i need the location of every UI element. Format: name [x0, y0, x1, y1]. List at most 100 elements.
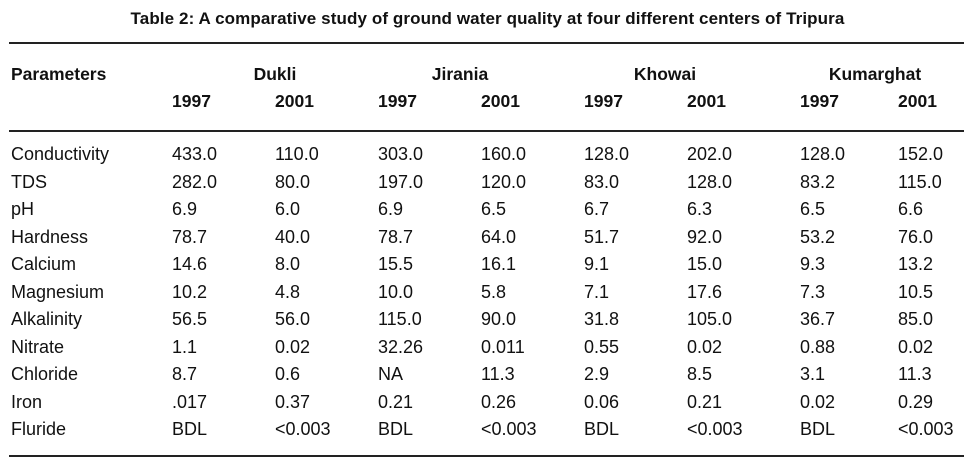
table-cell: 14.6	[172, 254, 208, 274]
table-cell: 0.55	[584, 336, 620, 357]
parameter-name: Alkalinity	[11, 309, 83, 329]
table-cell: 40.0	[275, 226, 311, 247]
table-cell: 115.0	[898, 171, 942, 192]
table-cell: 0.011	[481, 336, 525, 357]
table-cell: 15.0	[687, 254, 723, 274]
year-header: 2001	[275, 91, 314, 111]
table-row: Hardness 78.7 40.0 78.7 64.0 51.7 92.0 53.2 76.0	[0, 227, 975, 254]
parameter-name: Fluride	[11, 419, 67, 439]
table-cell: 56.0	[275, 309, 311, 329]
table-cell: 7.3	[800, 281, 826, 302]
table-cell: 32.26	[378, 336, 424, 357]
table-cell: 92.0	[687, 226, 723, 247]
table-cell: 56.5	[172, 309, 208, 329]
year-header: 2001	[687, 91, 726, 111]
table-cell: BDL	[584, 419, 620, 439]
parameter-name: Iron	[11, 391, 43, 412]
table-cell: 0.21	[687, 391, 723, 412]
table-cell: 1.1	[172, 336, 198, 357]
table-cell: 10.5	[898, 281, 934, 302]
parameter-name: Magnesium	[11, 281, 105, 302]
table-cell: 0.21	[378, 391, 414, 412]
table-cell: 0.37	[275, 391, 311, 412]
table-cell: 7.1	[584, 281, 610, 302]
table-cell: <0.003	[275, 419, 331, 439]
table-cell: 105.0	[687, 309, 733, 329]
bottom-rule	[9, 455, 964, 457]
parameter-name: pH	[11, 199, 35, 219]
table-cell: .017	[172, 391, 208, 412]
table-cell: 115.0	[378, 309, 422, 329]
table-row: Magnesium 10.2 4.8 10.0 5.8 7.1 17.6 7.3 10.5	[0, 282, 975, 309]
table-cell: 282.0	[172, 171, 218, 192]
table-cell: BDL	[800, 419, 836, 439]
center-header-kumarghat: Kumarghat	[828, 64, 922, 84]
year-header: 1997	[378, 91, 417, 111]
table-cell: 15.5	[378, 254, 414, 274]
table-cell: 0.88	[800, 336, 836, 357]
table-cell: <0.003	[898, 419, 954, 439]
year-header: 2001	[481, 91, 520, 111]
table-cell: 0.02	[687, 336, 723, 357]
table-row: Chloride 8.7 0.6 NA 11.3 2.9 8.5 3.1 11.3	[0, 364, 975, 391]
table-cell: 10.0	[378, 281, 414, 302]
table-cell: 197.0	[378, 171, 424, 192]
year-header: 2001	[898, 91, 937, 111]
table-cell: 0.29	[898, 391, 934, 412]
table-cell: 0.02	[898, 336, 934, 357]
table-cell: 8.5	[687, 364, 713, 384]
table-cell: 9.1	[584, 254, 610, 274]
table-cell: 0.26	[481, 391, 517, 412]
table-cell: 8.7	[172, 364, 198, 384]
table-cell: 128.0	[687, 171, 733, 192]
parameters-header: Parameters	[11, 64, 107, 84]
table-cell: 5.8	[481, 281, 507, 302]
center-header-dukli: Dukli	[253, 64, 297, 84]
table-cell: 80.0	[275, 171, 311, 192]
parameter-name: Hardness	[11, 226, 89, 247]
table-cell: 160.0	[481, 144, 527, 164]
table-row: Iron .017 0.37 0.21 0.26 0.06 0.21 0.02 0.29	[0, 392, 975, 419]
top-rule	[9, 42, 964, 44]
table-cell: 3.1	[800, 364, 826, 384]
table-cell: 303.0	[378, 144, 424, 164]
table-cell: 6.7	[584, 199, 610, 219]
table-title: Table 2: A comparative study of ground w…	[130, 9, 845, 28]
table-cell: 2.9	[584, 364, 610, 384]
table-cell: 152.0	[898, 144, 944, 164]
table-cell: 6.6	[898, 199, 924, 219]
table-cell: 64.0	[481, 226, 517, 247]
table-cell: 16.1	[481, 254, 517, 274]
table-cell: 6.5	[800, 199, 826, 219]
parameter-name: Chloride	[11, 364, 79, 384]
table-cell: 90.0	[481, 309, 517, 329]
center-header-khowai: Khowai	[633, 64, 697, 84]
table-row: Calcium 14.6 8.0 15.5 16.1 9.1 15.0 9.3 13.2	[0, 254, 975, 281]
table-row: TDS 282.0 80.0 197.0 120.0 83.0 128.0 83.2 115.0	[0, 172, 975, 199]
table-row: Nitrate 1.1 0.02 32.26 0.011 0.55 0.02 0.88 0.02	[0, 337, 975, 364]
table-cell: 6.5	[481, 199, 507, 219]
table-cell: BDL	[378, 419, 414, 439]
table-cell: 11.3	[898, 364, 932, 384]
table-cell: 0.6	[275, 364, 301, 384]
center-header-jirania: Jirania	[431, 64, 489, 84]
table-cell: <0.003	[481, 419, 537, 439]
parameter-name: Calcium	[11, 254, 77, 274]
header-rule	[9, 130, 964, 132]
table-cell: 6.9	[172, 199, 198, 219]
year-header: 1997	[584, 91, 623, 111]
parameter-name: Conductivity	[11, 144, 110, 164]
table-cell: 6.3	[687, 199, 713, 219]
table-cell: 0.02	[800, 391, 836, 412]
parameter-name: TDS	[11, 171, 47, 192]
table-cell: 85.0	[898, 309, 934, 329]
table-cell: BDL	[172, 419, 208, 439]
table-cell: 78.7	[378, 226, 414, 247]
table-cell: 128.0	[584, 144, 630, 164]
table-cell: 13.2	[898, 254, 934, 274]
table-cell: 31.8	[584, 309, 620, 329]
table-row: pH 6.9 6.0 6.9 6.5 6.7 6.3 6.5 6.6	[0, 199, 975, 226]
table-cell: 78.7	[172, 226, 208, 247]
table-cell: 0.06	[584, 391, 620, 412]
table-cell: 9.3	[800, 254, 826, 274]
